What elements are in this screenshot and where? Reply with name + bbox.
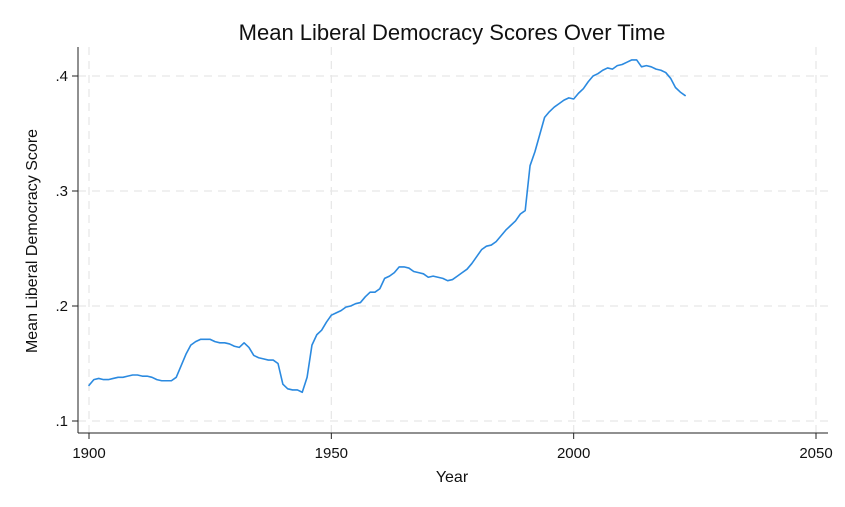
y-tick-label: .2 [55,298,68,315]
y-tick-label: .1 [55,413,68,430]
y-tick-label: .4 [55,68,68,85]
x-axis-title: Year [436,469,469,486]
series-line [88,59,686,394]
x-tick-label: 1900 [72,445,105,462]
gridlines [78,47,828,433]
axes [77,47,828,434]
y-tick-label: .3 [55,183,68,200]
x-tick-label: 1950 [315,445,348,462]
chart-title: Mean Liberal Democracy Scores Over Time [239,20,666,45]
ticks: 1900 1950 2000 2050 .1 .2 .3 .4 [55,68,832,462]
x-tick-label: 2000 [557,445,590,462]
y-axis-title: Mean Liberal Democracy Score [24,129,41,353]
series [88,59,686,394]
x-tick-label: 2050 [799,445,832,462]
